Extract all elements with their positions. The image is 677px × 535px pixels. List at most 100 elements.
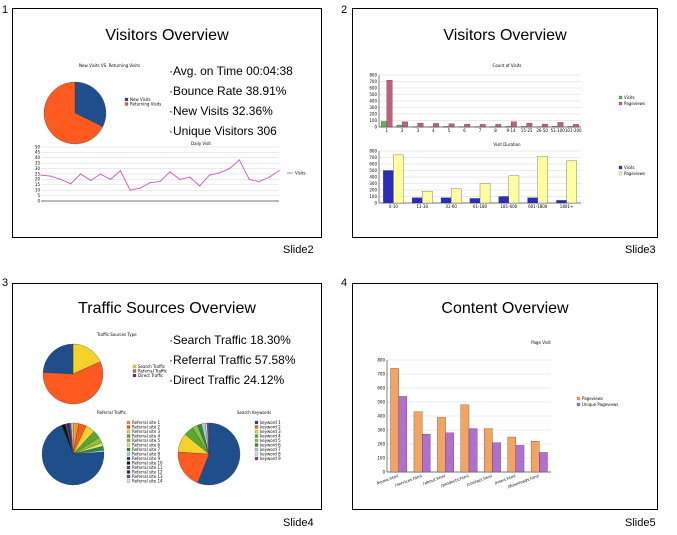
bar: [412, 197, 423, 204]
bar: [557, 122, 564, 128]
bar: [498, 196, 510, 204]
legend-label: keyword 7: [260, 447, 281, 452]
legend-swatch: [126, 479, 131, 483]
data-point: [159, 180, 161, 183]
series-line: [40, 159, 280, 191]
data-point: [149, 182, 151, 184]
legend-label: Referral site 2: [132, 425, 160, 430]
bar: [440, 197, 452, 204]
y-tick-label: 400: [369, 98, 377, 103]
pie-slice: [41, 424, 105, 486]
legend-label: Referral site 1: [132, 420, 160, 425]
x-tick-label: 1: [385, 128, 388, 133]
bar: [510, 121, 517, 128]
slide-thumbnail-1[interactable]: Visitors Overview New Visits VS. Returni…: [12, 8, 322, 238]
x-tick-label: 4: [432, 128, 435, 133]
legend-swatch: [254, 429, 259, 434]
data-point: [278, 170, 280, 172]
legend-swatch: [126, 429, 131, 434]
bar: [381, 121, 387, 128]
y-tick-label: 100: [369, 194, 377, 199]
legend-swatch: [126, 465, 131, 470]
data-point: [189, 176, 191, 178]
legend-label: Pageviews: [624, 171, 645, 176]
slide-thumbnail-2[interactable]: Visitors Overview 800 700 600 500 400 300 200 1…: [352, 8, 658, 238]
x-tick-label: 2: [401, 128, 404, 133]
legend-swatch: [254, 452, 259, 456]
legend-label: Referral site 12: [132, 470, 163, 475]
y-tick-label: 700: [369, 79, 377, 84]
bullet-item: ·Bounce Rate 38.91%: [169, 84, 287, 98]
chart-title: Traffic Sources Type: [96, 332, 137, 337]
legend-label: keyword 5: [260, 438, 281, 443]
y-tick-label: 35: [35, 161, 41, 166]
new-vs-returning-pie-chart: New Visits VS. Returning Visits New Visit…: [43, 63, 161, 145]
data-point: [119, 170, 121, 172]
legend-label: Referral site 3: [132, 429, 160, 434]
x-tick-label: 51-100: [551, 128, 566, 133]
slide-number-3: 3: [2, 277, 9, 289]
chart-title: Count of Visits: [493, 63, 522, 68]
legend-label: Direct Traffic: [138, 373, 163, 378]
legend-label: keyword 6: [260, 443, 281, 448]
data-point: [139, 187, 141, 189]
bullet-item: ·Referral Traffic 57.58%: [169, 353, 296, 367]
chart-title: Referral Traffic: [97, 410, 126, 415]
legend-swatch: [126, 447, 131, 452]
slide-caption: Slide3: [625, 244, 656, 256]
y-tick-label: 400: [377, 413, 385, 418]
bar: [437, 417, 446, 473]
data-point: [129, 189, 131, 191]
legend-label: Visits: [295, 171, 306, 176]
bar: [398, 396, 408, 473]
bar: [413, 411, 423, 473]
data-point: [218, 172, 221, 174]
legend-label: Referral site 8: [132, 452, 160, 457]
y-tick-label: 30: [35, 166, 41, 171]
bar: [383, 170, 394, 204]
data-point: [80, 173, 82, 175]
slide-thumbnail-4[interactable]: Content Overview 800 700 600 500 400 300 200 10…: [352, 283, 658, 510]
y-tick-label: 700: [369, 155, 377, 160]
y-tick-label: 300: [369, 105, 377, 110]
y-tick-label: 25: [35, 171, 41, 176]
legend-label: Referral Traffic: [138, 369, 167, 374]
bar: [495, 124, 502, 128]
slide-title: Visitors Overview: [105, 27, 229, 44]
bar: [507, 436, 517, 473]
bullet-list: ·Search Traffic 18.30% ·Referral Traffic…: [169, 330, 296, 390]
legend-swatch: [618, 165, 623, 170]
pie-slice: [70, 422, 74, 455]
pie-slice: [43, 81, 103, 145]
slide-number-1: 1: [2, 4, 9, 16]
data-point: [40, 174, 42, 176]
y-tick-label: 50: [35, 144, 41, 149]
bar: [433, 123, 439, 128]
bullet-list: ·Avg. on Time 00:04:38 ·Bounce Rate 38.9…: [169, 61, 293, 141]
legend-swatch: [132, 373, 137, 378]
x-tick-label: 3: [417, 128, 420, 133]
slide-thumbnail-3[interactable]: Traffic Sources Overview Traffic Sources…: [12, 283, 322, 510]
bar: [468, 428, 478, 473]
bar: [542, 123, 548, 128]
bar: [527, 197, 538, 204]
legend-swatch: [576, 402, 581, 407]
x-tick-label: /services.html: [394, 473, 422, 487]
data-point: [89, 179, 92, 182]
bar: [537, 156, 548, 204]
bar: [567, 126, 574, 128]
bar: [396, 124, 403, 128]
y-tick-label: 0: [374, 200, 377, 205]
y-tick-label: 400: [369, 174, 377, 179]
bar: [479, 183, 491, 204]
x-tick-label: 26-50: [536, 128, 548, 133]
slide-number-4: 4: [341, 277, 348, 289]
chart-title: Page Visit: [531, 340, 551, 345]
legend-swatch: [132, 364, 137, 369]
legend-swatch: [618, 95, 623, 100]
slide-title: Traffic Sources Overview: [78, 300, 256, 317]
y-tick-label: 0: [382, 469, 385, 474]
x-tick-label: 6: [463, 128, 466, 133]
y-tick-label: 0: [374, 124, 377, 129]
